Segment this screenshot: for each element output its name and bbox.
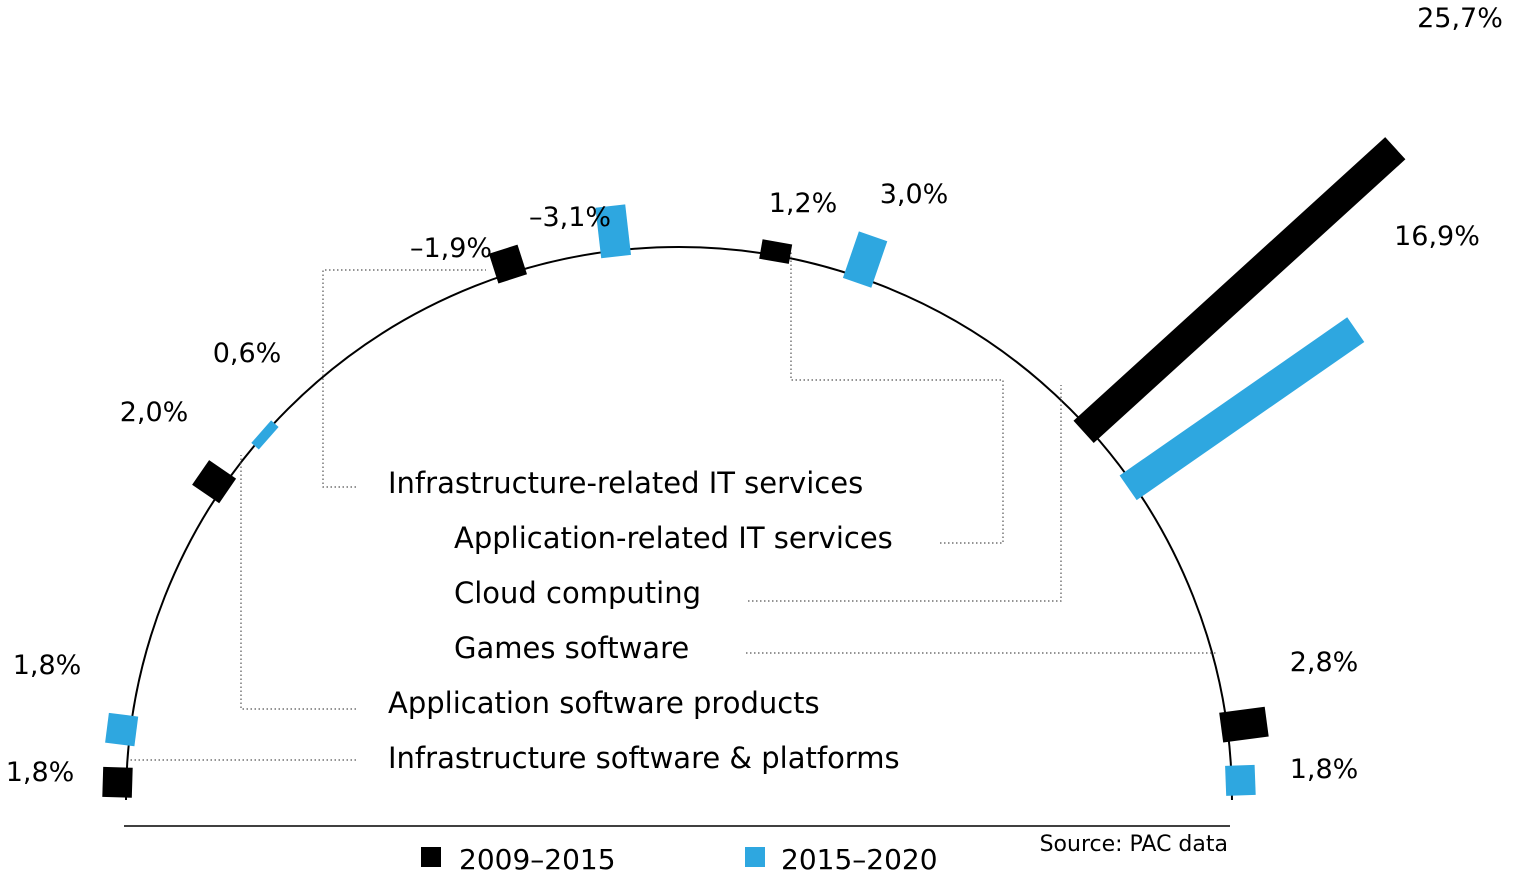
legend-swatch-2015-2020 bbox=[745, 847, 765, 867]
source-note: Source: PAC data bbox=[1040, 832, 1228, 857]
leader-line-1 bbox=[240, 455, 356, 710]
value-label-0-series-0: 1,8% bbox=[6, 757, 75, 788]
leader-line-2 bbox=[322, 269, 486, 488]
bar-1-series-0 bbox=[192, 460, 237, 504]
leader-line-4 bbox=[748, 385, 1062, 602]
semicircle-axis bbox=[125, 246, 1233, 801]
category-label-5: Games software bbox=[454, 631, 689, 665]
bar-1-series-1 bbox=[251, 420, 279, 450]
value-label-2-series-0: –1,9% bbox=[410, 233, 492, 264]
bars bbox=[102, 137, 1406, 798]
bar-2-series-0 bbox=[488, 244, 527, 284]
leader-lines bbox=[128, 252, 1218, 761]
bar-2-series-1 bbox=[595, 204, 631, 259]
leader-line-3 bbox=[790, 252, 1004, 544]
legend: 2009–2015 2015–2020 bbox=[421, 843, 938, 876]
category-label-4: Cloud computing bbox=[454, 576, 701, 610]
value-label-5-series-0: 2,8% bbox=[1290, 647, 1359, 678]
bar-0-series-1 bbox=[105, 712, 139, 747]
value-label-1-series-0: 2,0% bbox=[120, 397, 189, 428]
value-label-4-series-1: 16,9% bbox=[1394, 221, 1480, 252]
category-label-0: Infrastructure software & platforms bbox=[388, 741, 900, 775]
value-label-5-series-1: 1,8% bbox=[1290, 754, 1359, 785]
bar-3-series-0 bbox=[759, 239, 793, 264]
category-label-2: Infrastructure-related IT services bbox=[388, 466, 863, 500]
legend-label-2015-2020: 2015–2020 bbox=[781, 843, 938, 876]
bar-5-series-0 bbox=[1219, 706, 1269, 743]
value-label-3-series-1: 3,0% bbox=[880, 179, 949, 210]
bar-4-series-1 bbox=[1119, 317, 1365, 501]
bar-4-series-0 bbox=[1073, 137, 1406, 443]
category-label-3: Application-related IT services bbox=[454, 521, 893, 555]
category-label-1: Application software products bbox=[388, 686, 820, 720]
legend-swatch-2009-2015 bbox=[421, 847, 441, 867]
legend-label-2009-2015: 2009–2015 bbox=[459, 843, 616, 876]
bar-5-series-1 bbox=[1225, 764, 1256, 796]
value-label-1-series-1: 0,6% bbox=[213, 338, 282, 369]
bar-3-series-1 bbox=[842, 231, 888, 288]
value-label-4-series-0: 25,7% bbox=[1417, 3, 1503, 34]
bar-0-series-0 bbox=[102, 766, 133, 798]
category-labels: Infrastructure software & platforms Appli… bbox=[388, 466, 900, 775]
value-label-3-series-0: 1,2% bbox=[769, 188, 838, 219]
value-label-0-series-1: 1,8% bbox=[13, 650, 82, 681]
value-label-2-series-1: –3,1% bbox=[529, 202, 611, 233]
value-labels: 1,8% 2,0% –1,9% 1,2% 25,7% 2,8% 1,8% 0,6% –3,1% 3… bbox=[6, 3, 1503, 788]
